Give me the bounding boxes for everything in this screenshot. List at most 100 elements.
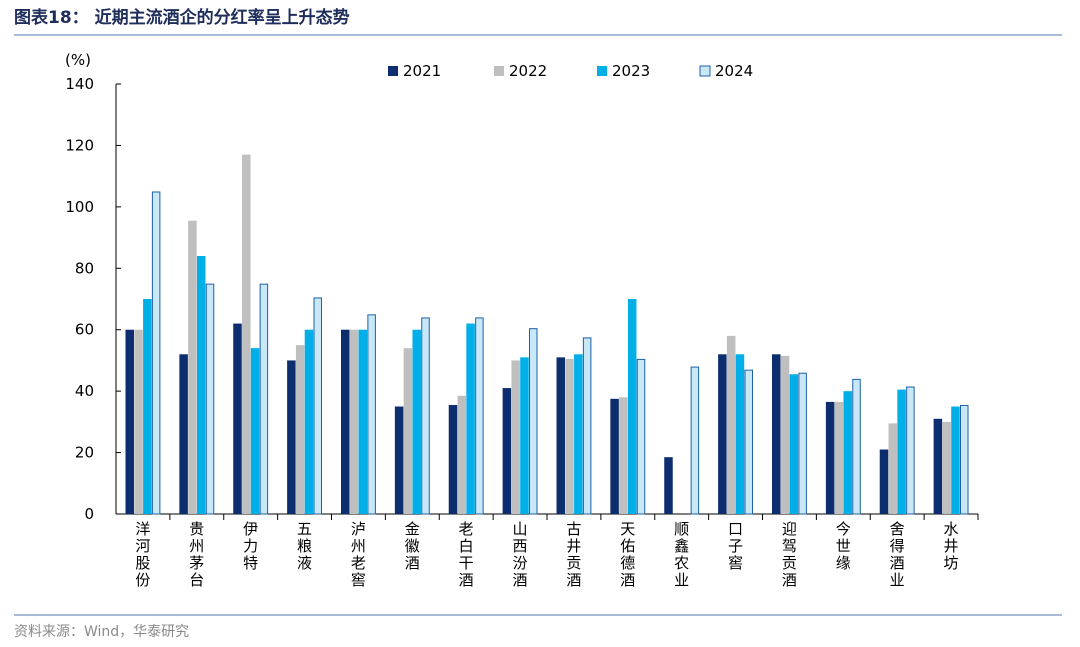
bar-2024 bbox=[636, 358, 646, 515]
bar-2023 bbox=[520, 357, 529, 514]
y-tick-label: 140 bbox=[65, 75, 94, 93]
x-tick-label: 泸州老窖 bbox=[351, 520, 366, 589]
bar-2024 bbox=[475, 317, 484, 515]
bar-2023 bbox=[358, 329, 368, 514]
bar-2023 bbox=[951, 406, 960, 514]
bar-2024 bbox=[852, 378, 861, 515]
bar-2021 bbox=[718, 354, 727, 514]
bar-2021 bbox=[394, 406, 404, 514]
top-divider bbox=[14, 34, 1062, 36]
bar-2023 bbox=[897, 389, 906, 514]
bar-2021 bbox=[556, 357, 565, 514]
bar-2022 bbox=[726, 335, 736, 514]
legend-label-2023: 2023 bbox=[612, 62, 650, 80]
bar-2024 bbox=[259, 283, 269, 515]
bar-2024 bbox=[960, 404, 969, 515]
bar-2024 bbox=[367, 314, 376, 515]
bar-2021 bbox=[879, 449, 889, 514]
legend-swatch-2022 bbox=[494, 66, 504, 76]
bar-2023 bbox=[843, 391, 852, 514]
bar-2022 bbox=[295, 345, 305, 514]
bar-2021 bbox=[933, 418, 943, 514]
x-tick-label: 洋河股份 bbox=[135, 520, 150, 589]
bar-2021 bbox=[610, 398, 619, 514]
bar-2024 bbox=[744, 369, 754, 515]
bar-2022 bbox=[511, 360, 520, 514]
bar-2022 bbox=[619, 397, 628, 514]
bar-2023 bbox=[789, 374, 799, 514]
bar-2023 bbox=[196, 256, 206, 514]
bar-2024 bbox=[313, 297, 323, 515]
source-note: 资料来源：Wind，华泰研究 bbox=[14, 624, 190, 640]
bar-2021 bbox=[502, 388, 512, 514]
bar-2023 bbox=[574, 354, 583, 514]
bar-2021 bbox=[233, 323, 242, 514]
bar-2021 bbox=[340, 329, 350, 514]
y-tick-label: 20 bbox=[75, 444, 94, 462]
bar-2021 bbox=[771, 354, 781, 514]
y-tick-label: 0 bbox=[84, 505, 94, 523]
x-tick-label: 山西汾酒 bbox=[513, 520, 528, 589]
x-tick-label: 舍得酒业 bbox=[890, 520, 905, 589]
bar-2022 bbox=[188, 220, 197, 514]
legend-swatch-2023 bbox=[597, 66, 607, 76]
x-tick-label: 天佑德酒 bbox=[620, 520, 635, 589]
bar-2023 bbox=[735, 354, 745, 514]
bar-2021 bbox=[179, 354, 188, 514]
x-tick-label: 贵州茅台 bbox=[189, 520, 204, 589]
x-tick-label: 今世缘 bbox=[836, 520, 851, 572]
bar-2021 bbox=[664, 457, 673, 514]
x-tick-label: 五粮液 bbox=[297, 520, 312, 572]
bar-2022 bbox=[565, 358, 574, 514]
bar-2023 bbox=[304, 329, 314, 514]
x-tick-label: 古井贡酒 bbox=[566, 520, 581, 589]
bar-2024 bbox=[529, 328, 538, 515]
x-tick-label: 迎驾贡酒 bbox=[782, 520, 797, 589]
legend-swatch-2024 bbox=[699, 65, 711, 77]
bar-2022 bbox=[942, 421, 951, 514]
figure-title: 图表18： 近期主流酒企的分红率呈上升态势 bbox=[14, 8, 350, 28]
bar-2022 bbox=[888, 423, 898, 514]
bar-2022 bbox=[134, 329, 143, 514]
x-tick-label: 伊力特 bbox=[243, 520, 258, 572]
bar-2022 bbox=[834, 401, 844, 514]
bar-2023 bbox=[412, 329, 421, 514]
x-tick-label: 顺鑫农业 bbox=[674, 520, 689, 589]
legend-label-2024: 2024 bbox=[715, 62, 753, 80]
bar-2024 bbox=[906, 386, 915, 515]
x-tick-label: 金徽酒 bbox=[405, 520, 420, 572]
bar-2024 bbox=[798, 372, 807, 515]
x-tick-label: 老白干酒 bbox=[459, 520, 474, 589]
bar-2021 bbox=[448, 404, 458, 514]
y-tick-label: 60 bbox=[75, 321, 94, 339]
x-tick-label: 口子窖 bbox=[728, 520, 743, 572]
bottom-divider bbox=[14, 614, 1062, 616]
bar-2024 bbox=[690, 366, 700, 515]
y-tick-label: 80 bbox=[75, 259, 94, 277]
bar-2024 bbox=[151, 191, 161, 515]
bar-2022 bbox=[780, 355, 790, 514]
bar-2024 bbox=[582, 337, 592, 515]
bar-2023 bbox=[466, 323, 475, 514]
bar-2021 bbox=[287, 360, 296, 514]
bar-2022 bbox=[403, 348, 413, 514]
legend-label-2021: 2021 bbox=[403, 62, 441, 80]
y-tick-label: 120 bbox=[65, 136, 94, 154]
x-tick-label: 水井坊 bbox=[944, 520, 959, 572]
bar-2022 bbox=[457, 395, 467, 514]
bar-2024 bbox=[421, 317, 430, 515]
bar-2023 bbox=[143, 299, 152, 514]
legend-swatch-2021 bbox=[388, 66, 398, 76]
bar-2023 bbox=[627, 299, 637, 514]
bar-2023 bbox=[250, 348, 260, 514]
bar-chart: (%) 0 20 40 60 80 100 120 140 洋河股份 贵州茅台 伊力特 五粮液 泸州老窖 金… bbox=[65, 51, 979, 589]
bar-2022 bbox=[349, 329, 359, 514]
bar-2022 bbox=[242, 154, 251, 514]
bar-2021 bbox=[125, 329, 134, 514]
y-axis-unit-label: (%) bbox=[65, 51, 91, 69]
y-tick-label: 40 bbox=[75, 382, 94, 400]
bar-2024 bbox=[205, 283, 215, 515]
bar-2021 bbox=[825, 401, 835, 514]
legend-label-2022: 2022 bbox=[509, 62, 547, 80]
y-tick-label: 100 bbox=[65, 198, 94, 216]
